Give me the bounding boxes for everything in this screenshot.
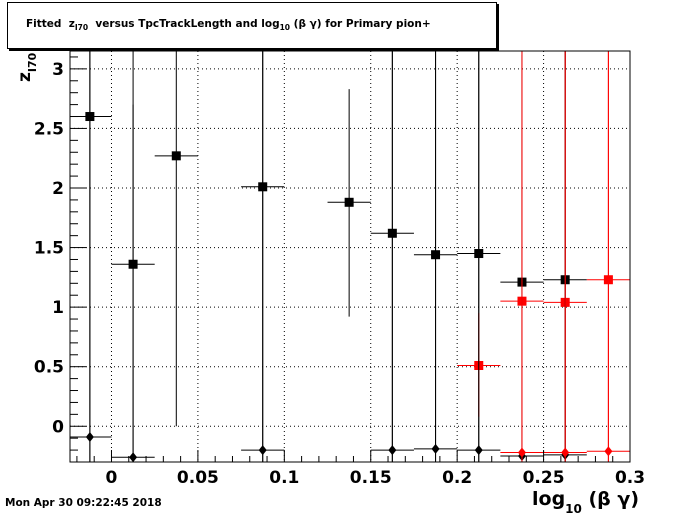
diamond-marker [517,447,526,458]
chart-title-box: Fitted zI70 versus TpcTrackLength and lo… [7,2,497,49]
chart-title: Fitted zI70 versus TpcTrackLength and lo… [26,18,431,32]
x-axis-label: log10 (β γ) [532,488,639,514]
data-series [70,51,587,462]
data-series [70,51,587,463]
x-tick-label: 0 [106,468,118,488]
x-axis-label-sub: 10 [565,502,582,514]
diamond-marker [431,443,440,454]
square-marker [344,197,354,207]
diamond-marker [388,445,397,456]
y-tick-label: 3 [52,60,64,80]
axes: 0 0.05 0.1 0.15 0.2 0.25 0.3 0 0.5 1 1.5 2 2.5 3 [34,56,645,488]
diamond-marker [129,452,138,463]
square-marker [171,151,181,161]
x-tick-label: 0.1 [269,468,299,488]
grid-lines [70,51,630,462]
y-axis-label-sub: I70 [26,52,39,72]
plot-frame [69,50,631,463]
title-suffix: versus TpcTrackLength and log [88,18,280,31]
title-suffix-sub: 10 [279,23,291,33]
x-tick-label: 0.15 [350,468,392,488]
x-tick-label: 0.05 [177,468,219,488]
title-prefix-sub: I70 [74,23,89,33]
y-tick-label: 2.5 [34,119,64,139]
x-tick-label: 0.3 [615,468,645,488]
y-tick-label: 1.5 [34,239,64,259]
title-prefix: Fitted z [26,18,75,31]
data-points [70,51,630,463]
timestamp: Mon Apr 30 09:22:45 2018 [5,497,162,509]
y-tick-label: 0.5 [34,358,64,378]
y-tick-label: 1 [52,298,64,318]
diamond-marker [561,447,570,458]
diamond-marker [258,445,267,456]
x-axis-label-main: log [532,488,565,510]
y-tick-label: 2 [52,179,64,199]
diamond-marker [604,446,613,457]
x-tick-label: 0.25 [523,468,565,488]
y-tick-label: 0 [52,417,64,437]
y-axis-label-main: z [15,72,35,82]
diamond-marker [85,431,94,442]
title-tail: (β γ) for Primary pion+ [290,18,431,31]
data-series [500,51,630,462]
x-axis-label-tail: (β γ) [582,488,639,510]
y-axis-label: zI70 [15,52,39,82]
diamond-marker [474,445,483,456]
x-tick-label: 0.2 [442,468,472,488]
